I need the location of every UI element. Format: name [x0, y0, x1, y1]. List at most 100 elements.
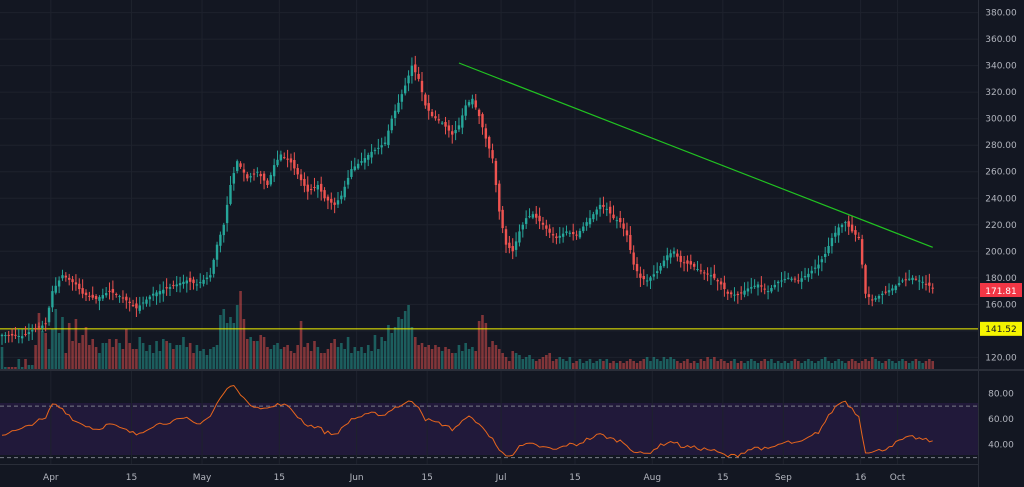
candle-body [195, 284, 199, 286]
candle-body [289, 158, 293, 163]
candle [41, 320, 44, 332]
support-price-tag: 141.52 [980, 321, 1022, 336]
volume-bar [847, 361, 851, 370]
volume-bar [350, 353, 353, 370]
volume-bar [161, 339, 165, 370]
volume-bar [262, 337, 266, 370]
volume-bar [770, 359, 773, 370]
volume-bar [699, 359, 703, 370]
candle-body [642, 275, 645, 280]
candle [404, 77, 407, 96]
volume-bar [679, 363, 683, 370]
candle-body [659, 265, 662, 271]
candle [706, 267, 709, 282]
volume-bar [461, 351, 464, 370]
candle [148, 294, 152, 307]
candle-body [88, 295, 91, 297]
candle [57, 276, 61, 294]
time-tick-label: 15 [717, 473, 728, 483]
trendline[interactable] [458, 62, 933, 248]
candle-body [27, 332, 31, 335]
volume-bar [615, 363, 619, 370]
candle-body [854, 230, 857, 235]
candle [928, 273, 931, 293]
candle [178, 276, 182, 293]
candle [74, 274, 78, 291]
candle [185, 276, 188, 293]
candle-body [656, 271, 659, 273]
candle-body [847, 221, 850, 227]
candle-body [219, 234, 222, 246]
candle [229, 176, 232, 206]
candle-body [390, 118, 393, 131]
volume-bar [145, 351, 148, 370]
rsi-axis[interactable]: 40.00 60.00 80.00 [988, 389, 1014, 450]
price-axis[interactable]: 120.00140.00160.00180.00200.00220.00240.… [985, 9, 1017, 364]
candle-body [57, 280, 61, 287]
candle [44, 317, 47, 332]
candle [770, 284, 773, 294]
volume-bar [242, 319, 246, 370]
candle-body [145, 299, 148, 304]
volume-bar [279, 349, 283, 370]
candle [20, 329, 24, 344]
candle-body [666, 255, 669, 261]
volume-bar [534, 361, 538, 370]
candle [447, 120, 451, 138]
candle [840, 223, 844, 233]
candle-body [84, 292, 88, 296]
volume-bar [827, 361, 830, 370]
candle [679, 250, 682, 268]
candle-body [820, 259, 824, 263]
candle-body [703, 272, 706, 274]
candle-body [276, 159, 279, 166]
candle-body [222, 224, 225, 236]
candle [830, 233, 834, 254]
candle-body [380, 145, 383, 148]
volume-bar [400, 319, 404, 370]
candle [78, 278, 81, 295]
candle [454, 120, 457, 141]
candle-body [632, 252, 635, 265]
candle [383, 136, 387, 147]
volume-bar [383, 341, 387, 370]
volume-bar [47, 349, 51, 370]
candle [548, 224, 551, 239]
candle-body [679, 255, 682, 262]
candle-body [511, 246, 514, 252]
candle-body [175, 284, 178, 287]
volume-bar [511, 351, 515, 370]
candle [202, 274, 205, 287]
time-tick-label: Aug [643, 473, 661, 483]
volume-bar [588, 359, 592, 370]
candle-body [131, 305, 135, 307]
candle-body [141, 302, 145, 304]
candle [414, 55, 417, 81]
candle-body [605, 208, 608, 210]
candle [750, 277, 753, 294]
candle-body [760, 285, 763, 287]
candle-body [535, 213, 538, 218]
volume-bar [286, 345, 289, 370]
candle [800, 271, 803, 290]
candle-body [729, 292, 733, 295]
candle [659, 262, 662, 274]
candle [871, 294, 874, 307]
volume-bar [545, 355, 548, 370]
volume-bar [800, 363, 803, 370]
candle-body [165, 287, 168, 289]
candle-body [588, 218, 592, 225]
candle [736, 291, 740, 304]
volume-bar [497, 349, 501, 370]
candle [672, 247, 676, 258]
candle-body [185, 280, 188, 284]
time-axis[interactable]: Apr 15 May 15 Jun 15 Jul 15 Aug 15 Sep 16 Oct [43, 473, 906, 483]
candle-body [91, 294, 94, 298]
volume-bar [293, 353, 296, 370]
candle [740, 286, 743, 300]
candle-body [236, 161, 239, 171]
volume-bar [98, 353, 101, 370]
candle [333, 197, 336, 214]
candle [172, 280, 175, 289]
